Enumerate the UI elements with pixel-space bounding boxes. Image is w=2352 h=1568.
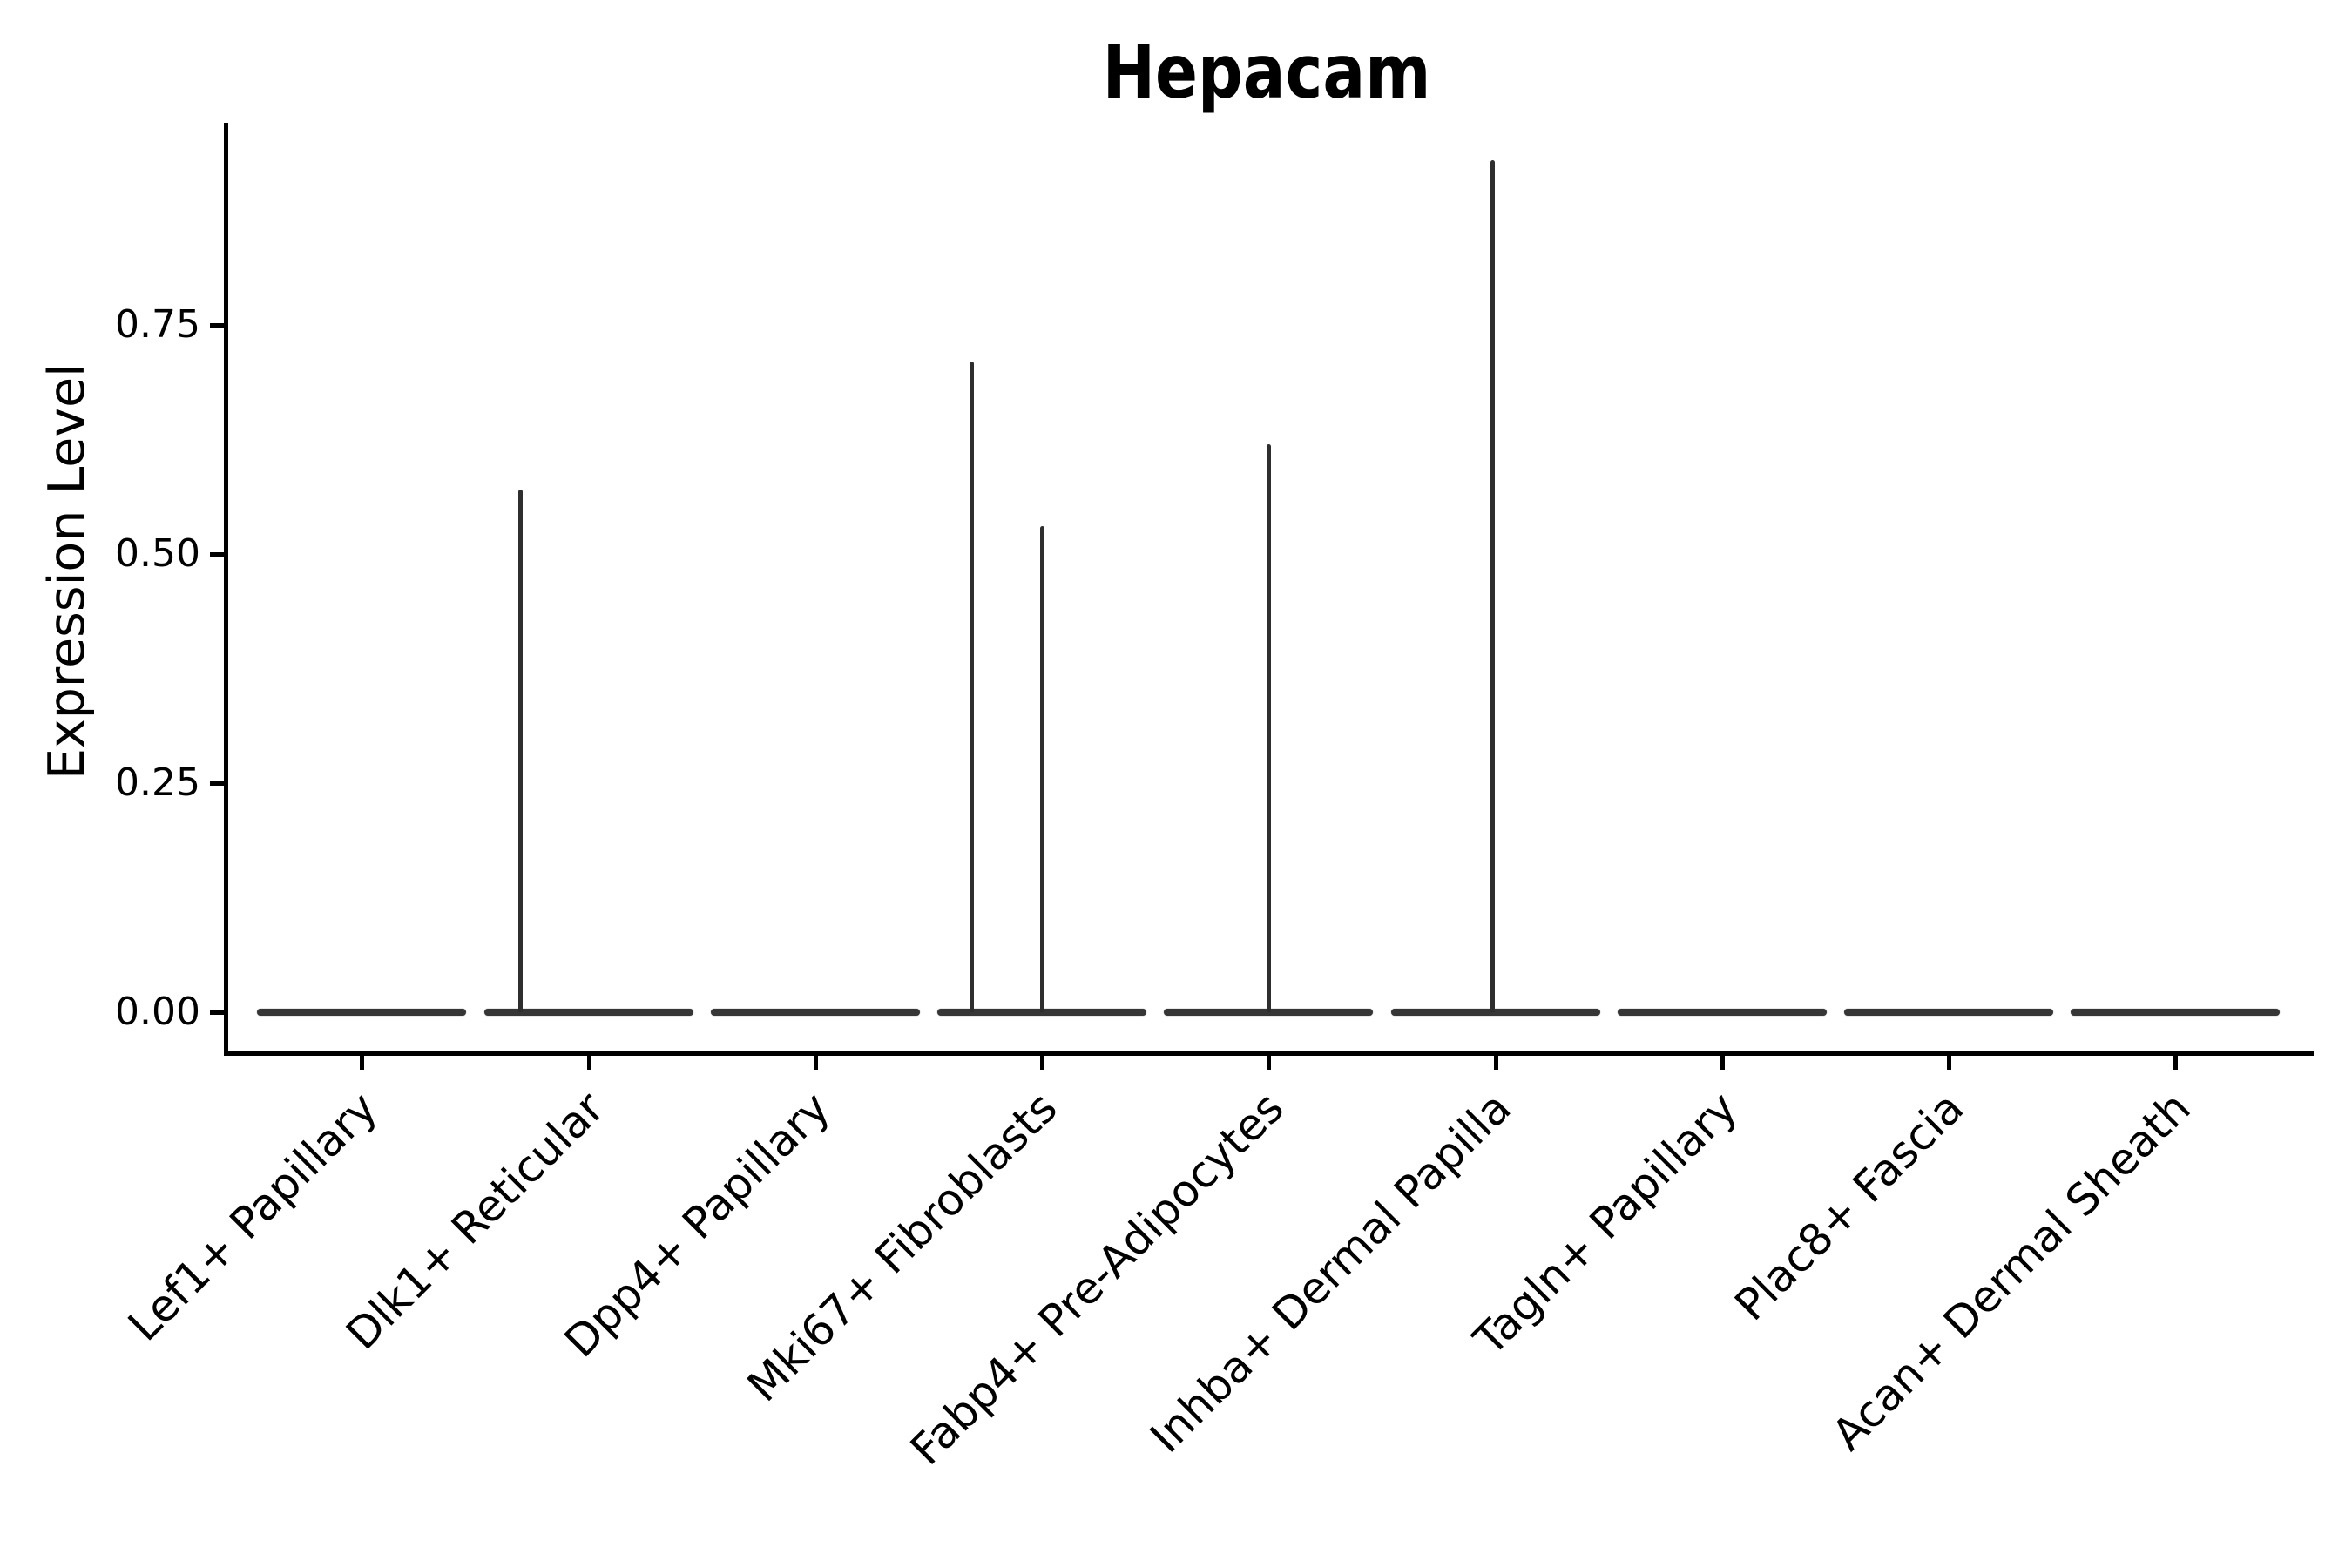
violin-spike bbox=[1490, 159, 1496, 1012]
x-tick-mark bbox=[586, 1056, 591, 1070]
x-tick-mark bbox=[1267, 1056, 1272, 1070]
violin-body bbox=[483, 1009, 693, 1016]
violin-body bbox=[1617, 1009, 1827, 1016]
violin-spike bbox=[1266, 443, 1271, 1012]
chart-title: Hepacam bbox=[1102, 30, 1431, 116]
x-tick-label: Fabp4+ Pre-Adipocytes bbox=[901, 1082, 1294, 1475]
y-tick-mark bbox=[210, 323, 224, 328]
violin-body bbox=[2071, 1009, 2281, 1016]
violin-spike bbox=[1039, 526, 1044, 1012]
x-tick-label: Inhba+ Dermal Papilla bbox=[1139, 1082, 1521, 1463]
x-tick-mark bbox=[2173, 1056, 2179, 1070]
x-tick-mark bbox=[1947, 1056, 1952, 1070]
violin-spike bbox=[517, 490, 523, 1012]
violin-body bbox=[1164, 1009, 1374, 1016]
y-tick-mark bbox=[210, 1010, 224, 1015]
x-tick-mark bbox=[813, 1056, 818, 1070]
violin-body bbox=[1390, 1009, 1600, 1016]
x-axis-spine bbox=[224, 1051, 2314, 1056]
y-tick-label: 0.75 bbox=[115, 302, 200, 347]
y-tick-label: 0.00 bbox=[115, 990, 200, 1034]
y-tick-label: 0.50 bbox=[115, 531, 200, 576]
violin-body bbox=[937, 1009, 1147, 1016]
x-tick-mark bbox=[1720, 1056, 1725, 1070]
violin-body bbox=[257, 1009, 467, 1016]
violin-body bbox=[1844, 1009, 2054, 1016]
y-tick-label: 0.25 bbox=[115, 760, 200, 805]
y-tick-mark bbox=[210, 781, 224, 786]
x-tick-mark bbox=[1493, 1056, 1498, 1070]
y-axis-spine bbox=[224, 123, 228, 1056]
violin-spike bbox=[969, 362, 974, 1012]
x-tick-mark bbox=[1040, 1056, 1045, 1070]
x-tick-label: Plac8+ Fascia bbox=[1725, 1082, 1974, 1331]
y-tick-mark bbox=[210, 552, 224, 557]
violin-body bbox=[710, 1009, 920, 1016]
x-tick-mark bbox=[360, 1056, 365, 1070]
